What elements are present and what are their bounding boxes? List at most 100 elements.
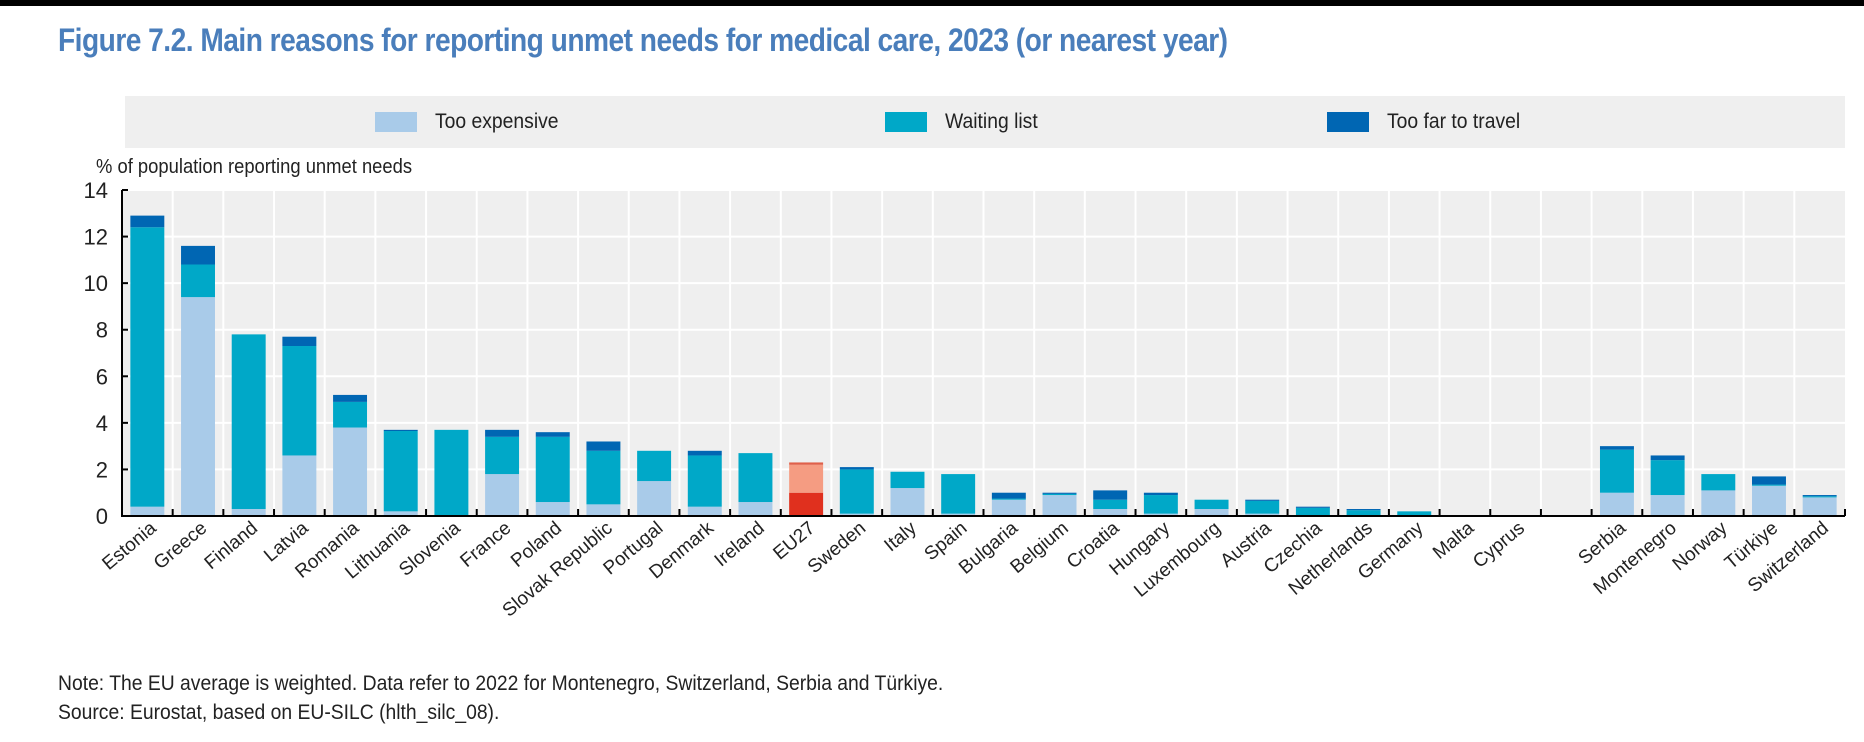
bar-segment-too-expensive bbox=[991, 499, 1026, 516]
bar-segment-waiting-list bbox=[1397, 511, 1432, 516]
note-text: Note: The EU average is weighted. Data r… bbox=[58, 672, 944, 695]
bar-segment-waiting-list bbox=[535, 436, 570, 503]
x-tick-label: Greece bbox=[150, 518, 211, 574]
bar-segment-too-expensive bbox=[383, 511, 418, 516]
x-tick-label: France bbox=[456, 518, 515, 572]
bar-segment-too-expensive bbox=[941, 513, 976, 516]
legend-swatch-waiting-list bbox=[885, 112, 927, 132]
bar-segment-too-expensive bbox=[890, 488, 925, 516]
bar-segment-waiting-list bbox=[383, 431, 418, 512]
bar-segment-waiting-list bbox=[1752, 484, 1786, 486]
legend-item-too-far-to-travel: Too far to travel bbox=[1327, 96, 1532, 148]
bar-segment-too-far-to-travel bbox=[1650, 455, 1685, 461]
bar-segment-waiting-list bbox=[1194, 499, 1229, 510]
bar-segment-waiting-list bbox=[485, 436, 520, 475]
bar-segment-waiting-list bbox=[1802, 496, 1837, 498]
legend-item-waiting-list: Waiting list bbox=[885, 96, 1046, 148]
y-tick-label: 0 bbox=[96, 504, 108, 529]
bar-segment-waiting-list bbox=[1650, 460, 1685, 496]
bar-segment-waiting-list bbox=[434, 429, 469, 516]
legend-swatch-too-expensive bbox=[375, 112, 417, 132]
bar-segment-waiting-list bbox=[130, 227, 165, 507]
bar-segment-too-expensive bbox=[485, 474, 520, 516]
bar-segment-waiting-list bbox=[991, 498, 1026, 500]
y-tick-label: 2 bbox=[96, 457, 108, 482]
bar-segment-too-expensive bbox=[1143, 513, 1178, 516]
bar-segment-too-far-to-travel bbox=[1802, 495, 1837, 497]
bar-segment-too-expensive bbox=[1245, 513, 1280, 516]
y-tick-label: 12 bbox=[84, 225, 108, 250]
bar-segment-waiting-list bbox=[1093, 499, 1128, 510]
bar-segment-too-expensive bbox=[1194, 509, 1229, 516]
bar-segment-too-expensive bbox=[1701, 490, 1736, 516]
bar-segment-too-expensive bbox=[231, 509, 266, 516]
bar-segment-too-far-to-travel bbox=[1143, 492, 1178, 496]
bar-segment-too-expensive bbox=[1752, 485, 1786, 516]
x-tick-label: Norway bbox=[1669, 517, 1732, 575]
y-axis-label: % of population reporting unmet needs bbox=[96, 156, 413, 178]
bar-segment-waiting-list bbox=[181, 264, 215, 298]
bar-segment-waiting-list bbox=[1599, 449, 1634, 493]
bar-segment-waiting-list bbox=[941, 474, 976, 514]
bar-segment-too-far-to-travel bbox=[1752, 476, 1786, 485]
bar-segment-too-expensive bbox=[1093, 509, 1128, 516]
legend: Too expensive Waiting list Too far to tr… bbox=[125, 96, 1845, 148]
bar-segment-waiting-list bbox=[839, 469, 874, 514]
y-tick-label: 10 bbox=[84, 271, 108, 296]
y-tick-label: 8 bbox=[96, 318, 108, 343]
bar-segment-waiting-list bbox=[1295, 507, 1330, 516]
bar-segment-waiting-list bbox=[1042, 493, 1077, 496]
x-tick-label: Sweden bbox=[804, 518, 870, 578]
bar-segment-too-expensive bbox=[586, 504, 621, 516]
bar-segment-too-expensive bbox=[535, 502, 570, 516]
bar-segment-too-expensive bbox=[1042, 495, 1077, 516]
bar-segment-too-expensive bbox=[637, 481, 672, 516]
bar-segment-too-far-to-travel bbox=[1295, 506, 1330, 508]
bar-segment-too-far-to-travel bbox=[181, 245, 215, 265]
bar-segment-too-expensive bbox=[738, 502, 773, 516]
bar-segment-too-expensive bbox=[687, 506, 722, 516]
x-tick-label: Italy bbox=[880, 517, 921, 556]
bar-segment-too-expensive bbox=[839, 513, 874, 516]
x-tick-label: Finland bbox=[201, 518, 262, 574]
bar-segment-too-expensive bbox=[130, 506, 165, 516]
bar-segment-waiting-list bbox=[1143, 495, 1178, 514]
bar-segment-too-expensive bbox=[789, 492, 824, 516]
x-tick-label: Belgium bbox=[1007, 518, 1073, 578]
bar-segment-too-far-to-travel bbox=[687, 450, 722, 456]
bar-segment-too-expensive bbox=[1802, 497, 1837, 516]
bar-segment-too-far-to-travel bbox=[282, 336, 317, 347]
bar-segment-waiting-list bbox=[687, 455, 722, 507]
legend-label: Too far to travel bbox=[1387, 110, 1521, 133]
bar-segment-too-far-to-travel bbox=[333, 394, 368, 402]
legend-swatch-too-far-to-travel bbox=[1327, 112, 1369, 132]
bar-segment-waiting-list bbox=[231, 334, 266, 510]
bar-segment-too-far-to-travel bbox=[1346, 509, 1381, 511]
bar-segment-waiting-list bbox=[282, 346, 317, 456]
y-tick-label: 6 bbox=[96, 364, 108, 389]
bar-segment-waiting-list bbox=[890, 471, 925, 489]
bar-segment-waiting-list bbox=[333, 401, 368, 428]
bar-segment-too-expensive bbox=[333, 427, 368, 516]
bar-segment-waiting-list bbox=[586, 450, 621, 505]
bar-segment-too-far-to-travel bbox=[1093, 490, 1128, 500]
bar-segment-waiting-list bbox=[738, 453, 773, 503]
bar-segment-too-far-to-travel bbox=[1245, 499, 1280, 501]
bar-segment-too-far-to-travel bbox=[586, 441, 621, 451]
bar-segment-too-far-to-travel bbox=[383, 429, 418, 432]
chart-title: Figure 7.2. Main reasons for reporting u… bbox=[58, 22, 1228, 58]
bar-segment-too-far-to-travel bbox=[130, 215, 165, 228]
bar-segment-too-far-to-travel bbox=[535, 432, 570, 437]
legend-label: Too expensive bbox=[435, 110, 559, 133]
bar-segment-too-far-to-travel bbox=[789, 462, 824, 465]
bar-segment-too-expensive bbox=[181, 297, 215, 516]
bar-segment-too-far-to-travel bbox=[839, 467, 874, 470]
bar-segment-too-expensive bbox=[1599, 492, 1634, 516]
legend-item-too-expensive: Too expensive bbox=[375, 96, 569, 148]
bar-segment-too-expensive bbox=[282, 455, 317, 516]
bar-segment-waiting-list bbox=[1701, 474, 1736, 491]
bar-segment-too-expensive bbox=[1650, 495, 1685, 516]
bar-segment-waiting-list bbox=[1346, 510, 1381, 516]
bar-segment-waiting-list bbox=[637, 450, 672, 482]
